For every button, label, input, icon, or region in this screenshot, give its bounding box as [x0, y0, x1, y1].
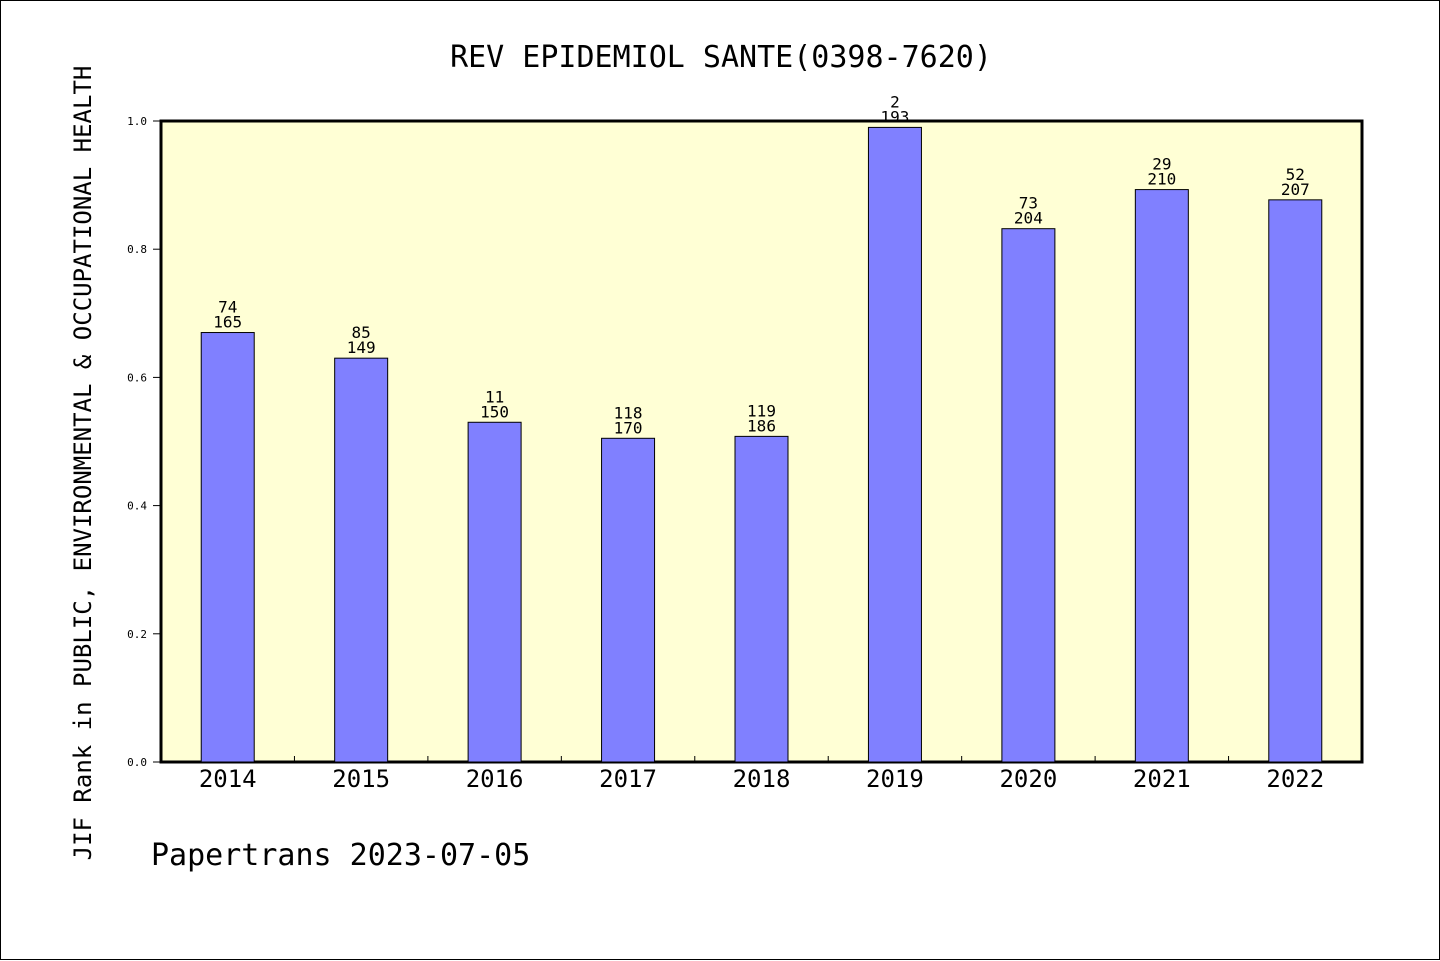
x-tick-label: 2021 [1133, 765, 1191, 793]
y-tick-label: 0.8 [127, 243, 147, 256]
bar-2019 [867, 126, 922, 763]
data-label-rank: 118 [614, 403, 643, 422]
x-tick-label: 2017 [599, 765, 657, 793]
x-tick-label: 2016 [466, 765, 524, 793]
y-tick-label: 0.2 [127, 628, 147, 641]
y-tick-label: 0.0 [127, 756, 147, 769]
data-label-total: 170 [614, 418, 643, 437]
data-label-total: 210 [1147, 170, 1176, 189]
data-label-total: 149 [347, 338, 376, 357]
bar-series [200, 126, 1323, 763]
data-label-total: 165 [213, 313, 242, 332]
bar-2020 [1001, 228, 1056, 763]
data-label-total: 193 [880, 107, 909, 126]
footer-text: Papertrans 2023-07-05 [151, 838, 530, 873]
data-label-rank: 11 [485, 387, 504, 406]
bar-2014 [200, 332, 255, 763]
bar-2022 [1268, 199, 1323, 763]
data-label-total: 207 [1281, 180, 1310, 199]
bar-2017 [601, 437, 656, 763]
x-tick-label: 2015 [332, 765, 390, 793]
y-tick-label: 0.6 [127, 371, 147, 384]
data-label-total: 150 [480, 402, 509, 421]
y-axis-ticks: 0.0 0.2 0.4 0.6 0.8 1.0 [127, 115, 161, 769]
data-label-rank: 74 [218, 298, 237, 317]
x-tick-label: 2022 [1266, 765, 1324, 793]
y-tick-label: 1.0 [127, 115, 147, 128]
data-label-total: 204 [1014, 209, 1043, 228]
bar-2018 [734, 435, 789, 763]
y-tick-label: 0.4 [127, 500, 147, 513]
bar-2015 [334, 357, 389, 763]
data-label-rank: 52 [1286, 165, 1305, 184]
data-label-rank: 2 [890, 92, 900, 111]
x-axis-ticks: 2014 2015 2016 2017 2018 2019 2020 2021 2022 [199, 756, 1324, 793]
data-label-rank: 85 [352, 323, 371, 342]
x-tick-label: 2014 [199, 765, 257, 793]
data-label-rank: 73 [1019, 194, 1038, 213]
x-tick-label: 2020 [999, 765, 1057, 793]
bar-2016 [467, 421, 522, 763]
x-tick-label: 2019 [866, 765, 924, 793]
data-label-rank: 119 [747, 401, 776, 420]
data-label-total: 186 [747, 416, 776, 435]
chart-title: REV EPIDEMIOL SANTE(0398-7620) [450, 40, 992, 75]
x-tick-label: 2018 [733, 765, 791, 793]
bar-2021 [1134, 189, 1189, 763]
data-label-rank: 29 [1152, 155, 1171, 174]
y-axis-label: JIF Rank in PUBLIC, ENVIRONMENTAL & OCCU… [69, 66, 97, 861]
